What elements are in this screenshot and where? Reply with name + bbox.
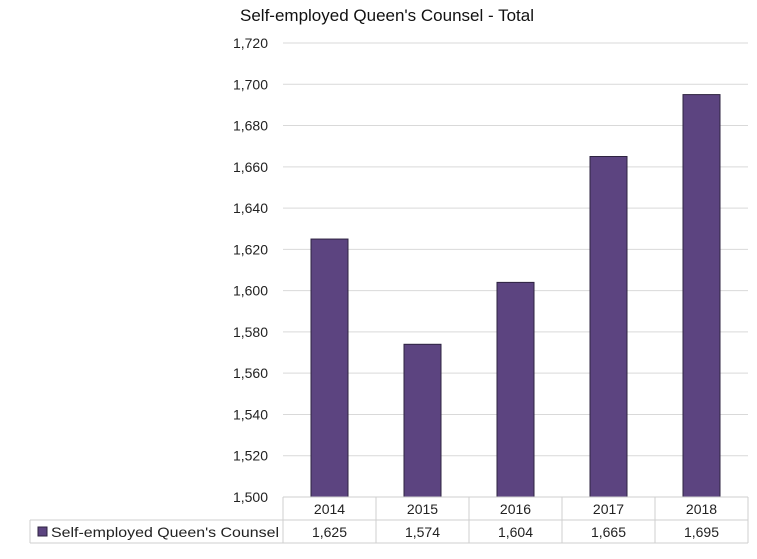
bar-2014 (310, 238, 349, 498)
y-tick-label: 1,700 (233, 76, 268, 92)
bar-2016 (496, 281, 535, 498)
legend-swatch (37, 526, 48, 537)
y-tick-label: 1,640 (233, 200, 268, 216)
y-tick-label: 1,560 (233, 365, 268, 381)
y-tick-label: 1,520 (233, 448, 268, 464)
y-tick-label: 1,540 (233, 406, 268, 422)
data-label: 1,604 (498, 524, 533, 540)
y-tick-label: 1,500 (233, 489, 268, 505)
x-tick-label: 2014 (314, 501, 345, 517)
legend-series-name: Self-employed Queen's Counsel (51, 524, 279, 540)
bar-2018 (682, 94, 721, 498)
y-tick-label: 1,680 (233, 118, 268, 134)
y-tick-label: 1,660 (233, 159, 268, 175)
x-tick-label: 2016 (500, 501, 531, 517)
chart-title: Self-employed Queen's Counsel - Total (240, 6, 534, 25)
data-label: 1,625 (312, 524, 347, 540)
data-label: 1,574 (405, 524, 440, 540)
x-tick-label: 2018 (686, 501, 717, 517)
bar-2017 (589, 156, 628, 498)
x-tick-label: 2017 (593, 501, 624, 517)
x-tick-label: 2015 (407, 501, 438, 517)
y-tick-label: 1,600 (233, 283, 268, 299)
y-tick-label: 1,720 (233, 35, 268, 51)
bar-2015 (403, 343, 442, 498)
data-table: 2014 1,625 2015 1,574 2016 1,604 2017 1,665 2018… (29, 496, 749, 544)
data-label: 1,695 (684, 524, 719, 540)
bars (310, 94, 721, 498)
y-tick-label: 1,620 (233, 241, 268, 257)
y-tick-label: 1,580 (233, 324, 268, 340)
y-axis-tick-labels: 1,500 1,520 1,540 1,560 1,580 1,600 1,620 1,640… (233, 35, 268, 505)
data-label: 1,665 (591, 524, 626, 540)
